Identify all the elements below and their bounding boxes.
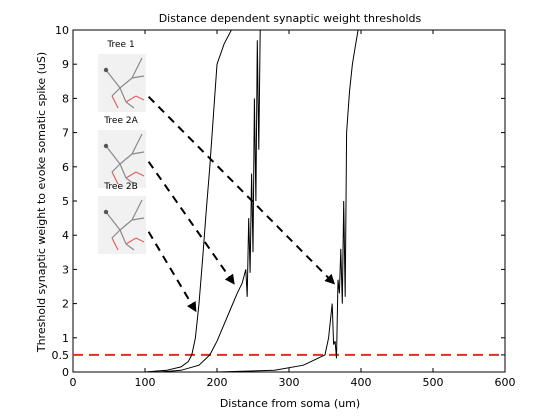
dendrite-branch bbox=[131, 65, 139, 79]
y-tick-label: 10 bbox=[55, 24, 69, 37]
dendrite-branch bbox=[105, 145, 121, 165]
dendrite-branch bbox=[111, 163, 121, 173]
y-tick-label: 1 bbox=[62, 332, 69, 345]
dendrite-branch bbox=[119, 153, 133, 165]
chart-title: Distance dependent synaptic weight thres… bbox=[159, 12, 422, 25]
inset-tree: Tree 1 bbox=[98, 40, 146, 112]
y-tick-label: 0.5 bbox=[52, 349, 70, 362]
dendrite-branch bbox=[111, 229, 121, 239]
highlighted-branch bbox=[125, 237, 137, 245]
dendrite-branch bbox=[119, 163, 127, 179]
highlighted-branch bbox=[125, 95, 137, 103]
soma-dot bbox=[103, 209, 109, 215]
inset-tree-label: Tree 2A bbox=[103, 116, 138, 126]
dendrite-branch bbox=[125, 101, 135, 109]
arrows-group bbox=[147, 95, 336, 313]
pointer-arrow-1 bbox=[147, 95, 336, 285]
inset-tree: Tree 2A bbox=[98, 116, 146, 188]
dendrite-branch bbox=[119, 77, 133, 89]
inset-tree-label: Tree 1 bbox=[106, 40, 134, 50]
soma-dot bbox=[103, 143, 109, 149]
series-line-1 bbox=[73, 30, 235, 372]
y-tick-label: 4 bbox=[62, 229, 69, 242]
x-tick-label: 100 bbox=[135, 376, 156, 389]
inset-tree: Tree 2B bbox=[98, 182, 146, 254]
inset-background bbox=[98, 54, 146, 112]
series-group bbox=[73, 30, 505, 372]
y-tick-label: 3 bbox=[62, 263, 69, 276]
dendrite-branch bbox=[131, 207, 139, 221]
highlighted-branch bbox=[111, 237, 119, 251]
dendrite-branch bbox=[131, 75, 145, 79]
dendrite-branch bbox=[131, 151, 145, 155]
dendrite-branch bbox=[137, 199, 143, 209]
inset-background bbox=[98, 130, 146, 188]
y-tick-label: 8 bbox=[62, 92, 69, 105]
dendrite-branch bbox=[105, 69, 121, 89]
x-tick-label: 0 bbox=[70, 376, 77, 389]
inset-tree-label: Tree 2B bbox=[103, 182, 138, 192]
pointer-arrow-3 bbox=[147, 231, 197, 313]
highlighted-branch bbox=[125, 171, 137, 179]
y-tick-label: 0 bbox=[62, 366, 69, 379]
highlighted-branch bbox=[111, 95, 119, 109]
dendrite-branch bbox=[119, 229, 127, 245]
x-tick-label: 200 bbox=[207, 376, 228, 389]
x-tick-label: 600 bbox=[495, 376, 516, 389]
highlighted-branch bbox=[111, 171, 119, 185]
x-tick-label: 400 bbox=[351, 376, 372, 389]
y-tick-label: 9 bbox=[62, 58, 69, 71]
x-tick-label: 500 bbox=[423, 376, 444, 389]
axes: 0 100 200 300 400 500 600 0 0.5 1 2 3 4 5 6 7 8 9 10 bbox=[52, 24, 516, 389]
pointer-arrow-2 bbox=[147, 161, 235, 285]
y-axis-label: Threshold synaptic weight to evoke somat… bbox=[35, 52, 48, 353]
dendrite-branch bbox=[125, 243, 135, 251]
inset-background bbox=[98, 196, 146, 254]
highlighted-branch bbox=[135, 171, 145, 177]
y-tick-label: 7 bbox=[62, 127, 69, 140]
dendrite-branch bbox=[111, 87, 121, 97]
dendrite-branch bbox=[105, 211, 121, 231]
dendrite-branch bbox=[119, 87, 127, 103]
inset-trees: Tree 1 Tree 2A Tree 2B bbox=[98, 40, 146, 254]
dendrite-branch bbox=[137, 57, 143, 67]
dendrite-branch bbox=[131, 141, 139, 155]
highlighted-branch bbox=[135, 237, 145, 243]
x-axis-label: Distance from soma (um) bbox=[220, 397, 360, 410]
y-tick-label: 6 bbox=[62, 161, 69, 174]
dendrite-branch bbox=[131, 217, 145, 221]
dendrite-branch bbox=[137, 133, 143, 143]
y-tick-label: 5 bbox=[62, 195, 69, 208]
y-tick-label: 2 bbox=[62, 298, 69, 311]
series-line-3 bbox=[73, 30, 361, 372]
dendrite-branch bbox=[125, 177, 135, 185]
highlighted-branch bbox=[135, 95, 145, 101]
x-tick-label: 300 bbox=[279, 376, 300, 389]
dendrite-branch bbox=[119, 219, 133, 231]
series-line-2 bbox=[73, 30, 262, 372]
soma-dot bbox=[103, 67, 109, 73]
